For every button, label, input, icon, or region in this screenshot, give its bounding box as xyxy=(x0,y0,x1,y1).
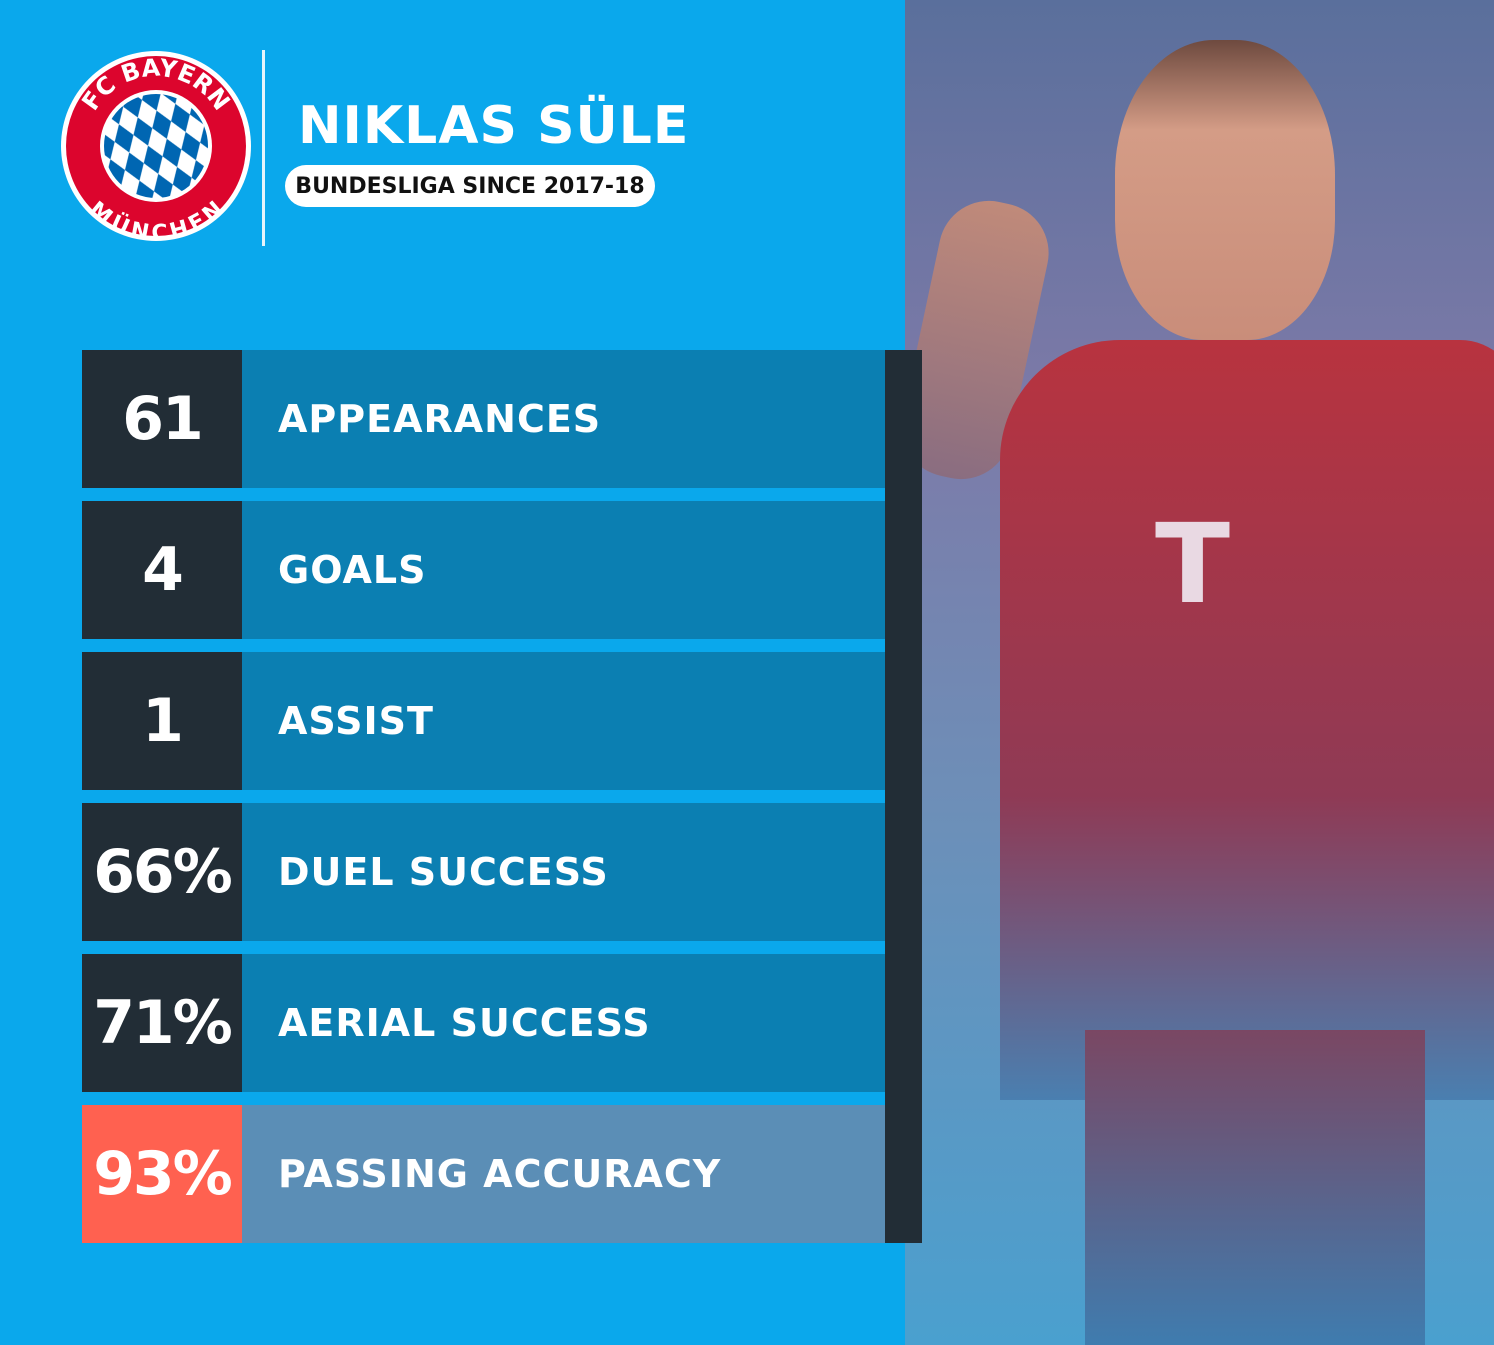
photo-shorts xyxy=(1085,1030,1425,1345)
stat-label: ASSIST xyxy=(242,652,885,790)
stat-value: 4 xyxy=(82,501,242,639)
stats-side-bar xyxy=(885,350,922,1243)
stat-value: 71% xyxy=(82,954,242,1092)
stat-value: 1 xyxy=(82,652,242,790)
club-logo: FC BAYERN MÜNCHEN xyxy=(61,51,251,242)
stat-row-duel-success: 66% DUEL SUCCESS xyxy=(82,803,885,941)
photo-head xyxy=(1115,40,1335,340)
stat-row-aerial-success: 71% AERIAL SUCCESS xyxy=(82,954,885,1092)
stat-label: DUEL SUCCESS xyxy=(242,803,885,941)
stat-label: AERIAL SUCCESS xyxy=(242,954,885,1092)
stat-value: 93% xyxy=(82,1105,242,1243)
stat-value: 61 xyxy=(82,350,242,488)
stat-row-assist: 1 ASSIST xyxy=(82,652,885,790)
header-divider xyxy=(262,50,265,246)
subtitle-badge: BUNDESLIGA SINCE 2017-18 xyxy=(285,165,655,207)
stat-row-appearances: 61 APPEARANCES xyxy=(82,350,885,488)
player-photo: T xyxy=(905,0,1494,1345)
photo-sponsor-logo: T xyxy=(1155,500,1231,628)
player-name: NIKLAS SÜLE xyxy=(298,96,690,156)
stat-label: GOALS xyxy=(242,501,885,639)
stat-label: APPEARANCES xyxy=(242,350,885,488)
stat-row-goals: 4 GOALS xyxy=(82,501,885,639)
stat-row-passing-accuracy: 93% PASSING ACCURACY xyxy=(82,1105,885,1243)
photo-shirt xyxy=(1000,340,1494,1100)
stat-value: 66% xyxy=(82,803,242,941)
stat-label: PASSING ACCURACY xyxy=(242,1105,885,1243)
